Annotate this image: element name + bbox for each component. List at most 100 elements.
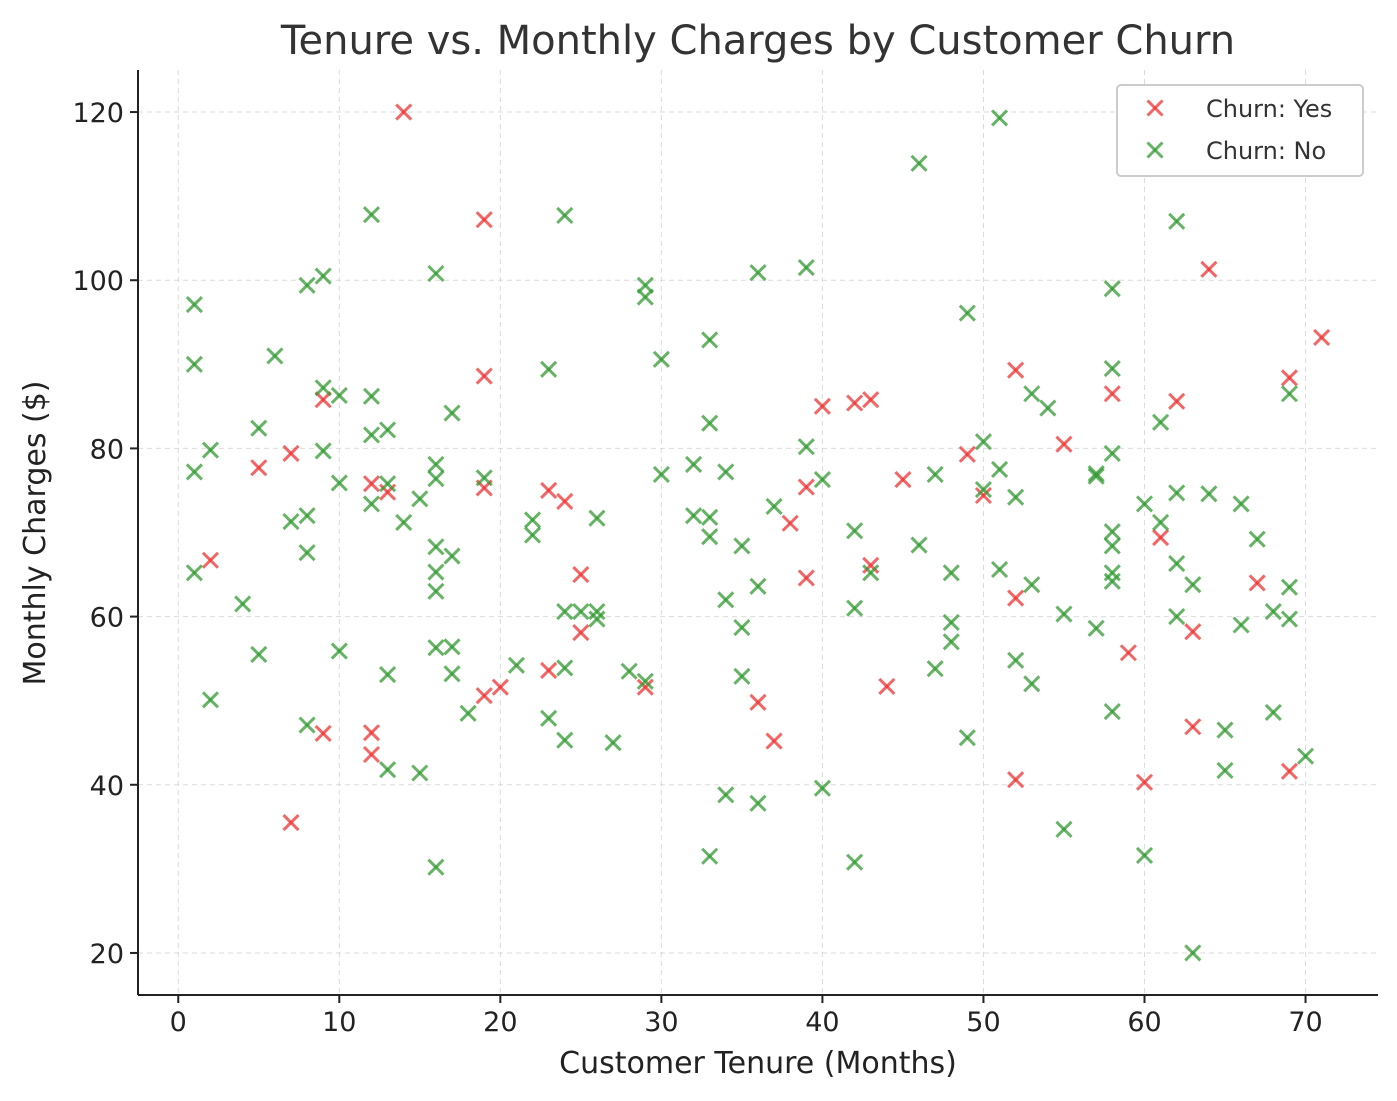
data-point	[362, 745, 381, 764]
data-point-stroke	[1184, 944, 1202, 962]
x-tick-label: 20	[483, 1007, 517, 1038]
data-point	[1103, 572, 1121, 590]
data-point	[990, 109, 1009, 127]
data-point-stroke	[201, 441, 220, 459]
data-point	[1184, 576, 1202, 594]
data-point-stroke	[636, 672, 654, 690]
data-point	[314, 267, 332, 285]
data-point-stroke	[1168, 608, 1186, 626]
data-point-stroke	[862, 564, 880, 582]
data-point-stroke	[443, 404, 461, 422]
data-point	[781, 514, 799, 532]
data-point	[379, 421, 397, 439]
data-point-stroke	[1216, 721, 1234, 739]
data-point	[1168, 484, 1186, 502]
data-point	[314, 379, 332, 397]
data-point-stroke	[362, 724, 381, 742]
data-point	[443, 404, 461, 422]
data-point-stroke	[556, 492, 574, 510]
y-axis: 20 40 60 80 100 120	[72, 98, 138, 970]
data-point-stroke	[1103, 444, 1121, 463]
data-point-stroke	[701, 331, 719, 349]
data-point-stroke	[1103, 359, 1121, 378]
data-point	[282, 513, 300, 531]
data-point-stroke	[185, 564, 203, 582]
data-point	[958, 304, 976, 322]
data-point-stroke	[330, 642, 348, 660]
x-tick-label: 50	[966, 1007, 1000, 1038]
data-point-stroke	[797, 569, 815, 587]
data-point-stroke	[395, 103, 413, 121]
data-point-stroke	[749, 577, 767, 595]
data-point	[540, 661, 558, 679]
data-point	[1023, 675, 1041, 693]
x-tick-label: 10	[322, 1007, 356, 1038]
data-point-stroke	[475, 367, 493, 385]
data-point-stroke	[379, 475, 397, 493]
data-point	[685, 455, 703, 473]
data-point	[185, 296, 203, 314]
data-point	[427, 858, 445, 876]
data-point-stroke	[362, 426, 381, 444]
data-point	[733, 667, 751, 685]
data-point	[1232, 495, 1250, 513]
data-point-stroke	[1152, 513, 1170, 531]
data-point	[701, 508, 719, 526]
y-tick-label: 20	[90, 939, 124, 970]
data-point	[443, 547, 461, 565]
data-point-stroke	[1103, 385, 1121, 403]
data-point	[1007, 651, 1025, 669]
data-point	[974, 481, 993, 499]
data-point	[395, 103, 413, 121]
legend-marker	[1146, 99, 1164, 117]
data-point-stroke	[1055, 605, 1073, 623]
data-point-stroke	[1184, 718, 1202, 736]
data-point	[1135, 773, 1154, 791]
data-point-stroke	[1168, 392, 1186, 410]
data-point	[1055, 435, 1073, 453]
data-point-stroke	[314, 442, 332, 460]
data-point-stroke	[1103, 280, 1121, 298]
data-point-stroke	[282, 444, 300, 463]
data-point-stroke	[701, 528, 719, 546]
data-point-stroke	[701, 508, 719, 526]
data-point	[185, 564, 203, 582]
data-point-stroke	[1103, 703, 1121, 721]
data-point-stroke	[459, 704, 477, 722]
data-point	[556, 206, 574, 225]
data-point-stroke	[701, 847, 719, 865]
data-point	[765, 732, 783, 750]
data-point-stroke	[974, 486, 993, 505]
x-tick-label: 70	[1288, 1007, 1322, 1038]
data-point-stroke	[1055, 435, 1073, 453]
data-point-stroke	[427, 582, 445, 600]
y-axis-label: Monthly Charges ($)	[18, 381, 53, 686]
data-point	[1248, 530, 1266, 548]
data-point-stroke	[862, 391, 880, 409]
data-point	[1103, 385, 1121, 403]
data-point	[701, 414, 719, 432]
data-point-stroke	[1007, 488, 1025, 506]
data-point	[427, 538, 445, 556]
y-tick-label: 60	[90, 603, 124, 634]
data-point-stroke	[588, 509, 606, 527]
data-point	[314, 724, 332, 743]
data-point-stroke	[636, 678, 654, 696]
data-point-stroke	[765, 497, 783, 515]
data-point	[765, 497, 783, 515]
data-point-stroke	[1200, 485, 1218, 503]
data-point-stroke	[395, 513, 413, 531]
data-point	[990, 560, 1009, 579]
data-point	[1103, 537, 1121, 555]
data-point	[1007, 488, 1025, 506]
data-point	[507, 656, 526, 674]
data-point-stroke	[1023, 385, 1041, 403]
data-point-stroke	[717, 591, 735, 609]
data-point-stroke	[974, 433, 993, 451]
data-point-stroke	[362, 745, 381, 764]
data-point-stroke	[717, 463, 735, 481]
data-point-stroke	[1152, 528, 1170, 547]
grid	[138, 70, 1378, 995]
data-point-stroke	[362, 206, 381, 224]
data-point-stroke	[427, 563, 445, 581]
